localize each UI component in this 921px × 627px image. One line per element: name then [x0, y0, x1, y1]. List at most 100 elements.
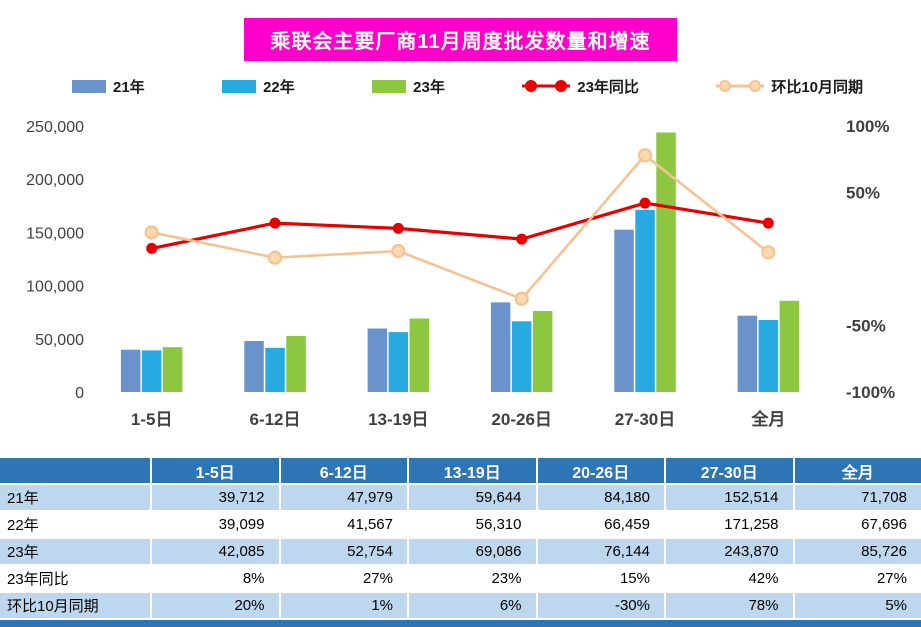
axis-label: 0	[75, 385, 84, 402]
table-cell: 6%	[409, 593, 536, 618]
data-table: 1-5日 6-12日 13-19日 20-26日 27-30日 全月 21年 39,712 47…	[0, 458, 921, 618]
legend-label: 23年同比	[577, 78, 639, 96]
table-cell: 23%	[409, 566, 536, 591]
line-marker	[761, 245, 776, 260]
combo-chart: 0 50,000 100,000 150,000 200,000 250,000 100% 5…	[26, 117, 895, 429]
axis-label: 50,000	[35, 332, 84, 349]
axis-label: -50%	[846, 317, 886, 336]
table-row-label: 21年	[0, 485, 150, 510]
line-marker	[637, 148, 653, 163]
table-cell: 69,086	[409, 539, 536, 564]
table-header-cell: 6-12日	[280, 458, 407, 483]
axis-label: 200,000	[26, 172, 84, 189]
table-cell: 84,180	[537, 485, 664, 510]
category-label: 全月	[750, 409, 785, 429]
bar-23年	[532, 311, 553, 392]
table-cell: 52,754	[280, 539, 407, 564]
axis-label: 50%	[846, 184, 880, 203]
line-marker	[269, 217, 281, 229]
legend-item-3: 23年	[372, 76, 445, 97]
table-cell: 39,712	[152, 485, 279, 510]
bar-21年	[367, 328, 388, 392]
table-cell: 41,567	[280, 512, 407, 537]
bar-23年	[656, 132, 676, 392]
table-cell: 42,085	[152, 539, 279, 564]
line-marker	[639, 197, 651, 209]
table-cell: 59,644	[409, 485, 536, 510]
legend-label: 23年	[413, 78, 445, 96]
chart-legend: 21年 22年 23年 23年同比 环比10月同期	[0, 61, 921, 99]
table-cell: 76,144	[537, 539, 664, 564]
bar-21年	[244, 341, 264, 392]
table-header-cell: 13-19日	[409, 458, 536, 483]
bar-21年	[490, 302, 511, 392]
table-row-label: 22年	[0, 512, 150, 537]
table-header-cell: 1-5日	[152, 458, 279, 483]
line-marker	[144, 225, 159, 240]
line-marker	[267, 250, 283, 265]
bar-22年	[635, 209, 655, 392]
table-bottom-strip	[0, 620, 921, 627]
legend-line-swatch	[522, 80, 571, 92]
legend-label: 21年	[113, 78, 145, 96]
legend-swatch	[222, 79, 257, 93]
axis-label: 100,000	[26, 279, 84, 296]
axis-label: 150,000	[26, 225, 84, 242]
category-label: 6-12日	[249, 410, 300, 429]
bar-23年	[779, 300, 800, 392]
line-marker	[514, 291, 529, 306]
legend-item-5: 环比10月同期	[716, 76, 863, 97]
bar-22年	[511, 321, 532, 392]
legend-item-2: 22年	[222, 76, 295, 97]
table-header-cell: 27-30日	[666, 458, 793, 483]
table-cell: 85,726	[794, 539, 921, 564]
legend-item-1: 21年	[72, 76, 145, 97]
table-header-cell: 20-26日	[537, 458, 664, 483]
chart-title: 乘联会主要厂商11月周度批发数量和增速	[244, 18, 677, 61]
table-cell: 152,514	[666, 485, 793, 510]
table-cell: 15%	[537, 566, 664, 591]
bar-21年	[120, 349, 141, 392]
title-bar: 乘联会主要厂商11月周度批发数量和增速	[0, 0, 921, 61]
legend-label: 22年	[263, 78, 295, 96]
line-marker	[762, 217, 774, 229]
table-cell: 1%	[280, 593, 407, 618]
bar-23年	[162, 347, 183, 392]
bar-22年	[265, 347, 285, 392]
table-cell: 47,979	[280, 485, 407, 510]
table-cell: 27%	[794, 566, 921, 591]
table-cell: 56,310	[409, 512, 536, 537]
bar-21年	[614, 229, 634, 392]
line-marker	[516, 233, 528, 245]
line-marker	[391, 243, 406, 259]
bar-21年	[737, 315, 758, 392]
table-cell: 8%	[152, 566, 279, 591]
table-row-label: 23年同比	[0, 566, 150, 591]
line-marker	[392, 222, 404, 234]
table-cell: -30%	[537, 593, 664, 618]
bar-22年	[758, 320, 779, 392]
bar-23年	[286, 335, 306, 392]
table-cell: 20%	[152, 593, 279, 618]
category-label: 1-5日	[131, 410, 173, 429]
table-header-cell: 全月	[794, 458, 921, 483]
bar-23年	[409, 318, 430, 392]
legend-swatch	[72, 79, 106, 93]
bar-22年	[141, 350, 162, 392]
category-label: 20-26日	[491, 410, 551, 429]
table-cell: 171,258	[666, 512, 793, 537]
table-cell: 243,870	[666, 539, 793, 564]
category-label: 27-30日	[615, 410, 675, 429]
table-row-label: 23年	[0, 539, 150, 564]
legend-item-4: 23年同比	[522, 76, 639, 97]
table-cell: 67,696	[794, 512, 921, 537]
table-cell: 71,708	[794, 485, 921, 510]
table-cell: 27%	[280, 566, 407, 591]
category-label: 13-19日	[368, 410, 428, 429]
table-cell: 5%	[794, 593, 921, 618]
legend-line-swatch	[716, 80, 765, 92]
table-row-label: 环比10月同期	[0, 593, 150, 618]
table-cell: 39,099	[152, 512, 279, 537]
legend-label: 环比10月同期	[771, 78, 863, 96]
